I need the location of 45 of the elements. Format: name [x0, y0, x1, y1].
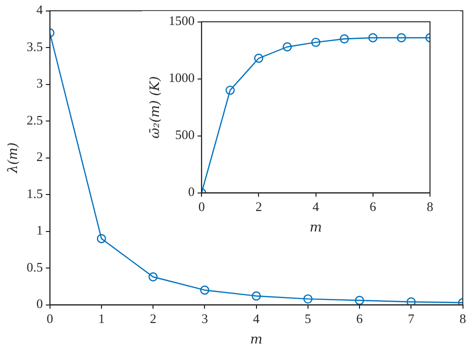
- y-axis-title: λ(m): [6, 142, 22, 174]
- y-tick-label: 0: [188, 184, 195, 200]
- y-tick-label: 1: [36, 222, 43, 238]
- x-axis-title: m: [310, 220, 322, 236]
- y-tick-label: 2: [36, 149, 43, 164]
- y-tick-label: 500: [175, 127, 195, 142]
- point: [340, 34, 349, 44]
- x-tick-label: 8: [426, 199, 434, 214]
- point: [311, 38, 320, 47]
- x-tick-label: 1: [98, 311, 105, 326]
- x-tick-label: 0: [46, 311, 54, 326]
- point: [252, 291, 261, 301]
- x-axis-title: m: [250, 332, 262, 348]
- x-tick-label: 6: [370, 199, 377, 214]
- y-tick-label: 0.5: [26, 259, 43, 274]
- x-tick-label: 5: [304, 311, 312, 326]
- x-tick-label: 0: [198, 199, 205, 214]
- x-tick-label: 4: [312, 199, 320, 214]
- y-tick-label: 4: [36, 2, 44, 18]
- y-tick-label: 0: [36, 296, 43, 312]
- x-tick-label: 6: [356, 311, 364, 326]
- point: [200, 286, 210, 295]
- x-tick-label: 2: [255, 199, 262, 214]
- x-tick-label: 3: [201, 311, 208, 326]
- x-tick-label: 2: [150, 311, 156, 326]
- y-tick-label: 1.5: [26, 186, 43, 201]
- point: [396, 33, 406, 42]
- y-tick-label: 1500: [168, 13, 195, 28]
- point: [96, 234, 106, 244]
- x-tick-label: 7: [408, 311, 415, 326]
- point: [368, 33, 378, 42]
- x-tick-label: 4: [253, 311, 260, 326]
- y-axis-title: ω̄₂(m) (K): [148, 76, 164, 138]
- y-tick-label: 3: [36, 76, 43, 91]
- point: [254, 54, 264, 63]
- point: [226, 86, 235, 95]
- point: [282, 42, 292, 52]
- y-tick-label: 1000: [168, 70, 195, 86]
- point: [303, 294, 313, 304]
- point: [354, 296, 364, 305]
- point: [148, 272, 158, 282]
- point: [406, 297, 416, 305]
- y-tick-label: 2.5: [26, 112, 43, 128]
- y-tick-label: 3.5: [26, 38, 43, 54]
- x-tick-label: 8: [460, 311, 466, 326]
